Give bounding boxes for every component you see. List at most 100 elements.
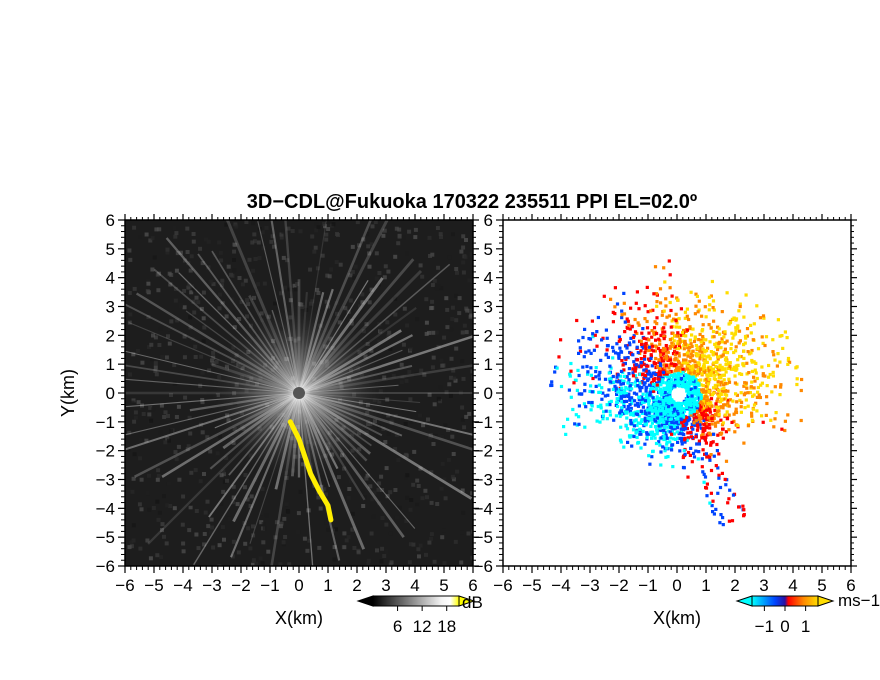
speckle-pixel <box>404 378 409 383</box>
speckle-pixel <box>460 530 464 535</box>
velocity-pixel <box>744 381 748 385</box>
speckle-pixel <box>448 393 453 398</box>
velocity-pixel <box>772 353 776 357</box>
speckle-pixel <box>407 560 412 565</box>
velocity-pixel <box>679 427 683 431</box>
velocity-pixel <box>631 367 635 371</box>
velocity-pixel <box>618 438 623 442</box>
speckle-pixel <box>422 372 427 377</box>
velocity-pixel <box>611 320 615 324</box>
velocity-pixel <box>698 357 702 361</box>
velocity-pixel <box>705 399 709 403</box>
velocity-pixel <box>699 367 703 371</box>
speckle-pixel <box>231 484 236 489</box>
velocity-pixel <box>668 404 672 408</box>
velocity-pixel <box>723 330 727 334</box>
velocity-pixel <box>709 402 713 406</box>
speckle-pixel <box>137 502 142 507</box>
velocity-pixel <box>648 390 652 394</box>
velocity-pixel <box>698 402 702 406</box>
velocity-pixel <box>651 409 655 413</box>
x-tick-label: 3 <box>759 576 768 595</box>
velocity-pixel <box>698 370 702 374</box>
velocity-pixel <box>645 435 649 440</box>
velocity-colorbar-unit: ms−1 <box>838 591 880 610</box>
velocity-pixel <box>618 414 622 418</box>
speckle-pixel <box>467 308 472 313</box>
velocity-pixel <box>725 416 730 420</box>
speckle-pixel <box>242 521 247 526</box>
speckle-pixel <box>471 529 473 534</box>
speckle-pixel <box>248 546 253 551</box>
velocity-pixel <box>634 418 638 422</box>
velocity-pixel <box>671 437 676 441</box>
velocity-pixel <box>623 394 627 399</box>
x-tick-label: 3 <box>381 576 390 595</box>
velocity-pixel <box>622 402 626 406</box>
speckle-pixel <box>282 516 287 521</box>
velocity-pixel <box>591 335 595 339</box>
velocity-pixel <box>685 367 689 371</box>
y-tick-label: −4 <box>96 499 115 518</box>
velocity-pixel <box>670 420 674 425</box>
velocity-pixel <box>682 424 686 428</box>
velocity-pixel <box>635 423 639 427</box>
speckle-pixel <box>185 447 190 452</box>
velocity-pixel <box>726 501 730 505</box>
speckle-pixel <box>251 268 256 273</box>
velocity-pixel <box>616 388 620 392</box>
velocity-pixel <box>749 385 753 389</box>
velocity-pixel <box>588 389 592 393</box>
velocity-pixel <box>698 349 702 353</box>
speckle-pixel <box>147 345 151 350</box>
velocity-pixel <box>677 432 681 436</box>
velocity-pixel <box>720 354 724 358</box>
speckle-pixel <box>246 526 251 531</box>
speckle-pixel <box>425 495 429 500</box>
colorbar-tick-label: 1 <box>801 617 810 636</box>
speckle-pixel <box>377 339 382 344</box>
velocity-pixel <box>691 392 695 396</box>
velocity-pixel <box>624 391 628 396</box>
velocity-pixel <box>742 508 746 512</box>
speckle-pixel <box>149 418 154 423</box>
velocity-pixel <box>686 436 690 440</box>
velocity-pixel <box>662 422 666 426</box>
velocity-pixel <box>689 435 693 439</box>
speckle-pixel <box>413 227 418 232</box>
velocity-pixel <box>577 392 581 396</box>
velocity-pixel <box>675 420 679 424</box>
velocity-pixel <box>684 386 688 390</box>
speckle-pixel <box>314 222 319 226</box>
velocity-pixel <box>645 395 649 399</box>
velocity-pixel <box>662 309 666 313</box>
speckle-pixel <box>196 300 201 305</box>
velocity-pixel <box>652 326 657 330</box>
y-tick-label: −3 <box>474 471 493 490</box>
velocity-pixel <box>692 416 696 420</box>
velocity-pixel <box>737 341 741 345</box>
speckle-pixel <box>430 305 435 310</box>
velocity-pixel <box>674 319 678 323</box>
velocity-pixel <box>628 435 632 439</box>
velocity-pixel <box>761 341 765 345</box>
speckle-pixel <box>246 302 251 307</box>
speckle-pixel <box>379 474 384 479</box>
velocity-pixel <box>689 387 693 391</box>
velocity-pixel <box>618 411 622 415</box>
velocity-pixel <box>654 365 658 370</box>
speckle-pixel <box>382 228 387 233</box>
velocity-pixel <box>648 345 652 349</box>
speckle-pixel <box>455 469 460 474</box>
velocity-pixel <box>732 333 736 337</box>
velocity-pixel <box>651 415 655 419</box>
speckle-pixel <box>430 283 435 287</box>
velocity-pixel <box>723 477 727 481</box>
speckle-pixel <box>450 474 455 479</box>
velocity-pixel <box>707 323 711 327</box>
velocity-pixel <box>701 335 705 339</box>
velocity-pixel <box>716 397 720 401</box>
speckle-pixel <box>128 312 133 317</box>
speckle-pixel <box>433 433 438 438</box>
velocity-pixel <box>644 341 648 345</box>
